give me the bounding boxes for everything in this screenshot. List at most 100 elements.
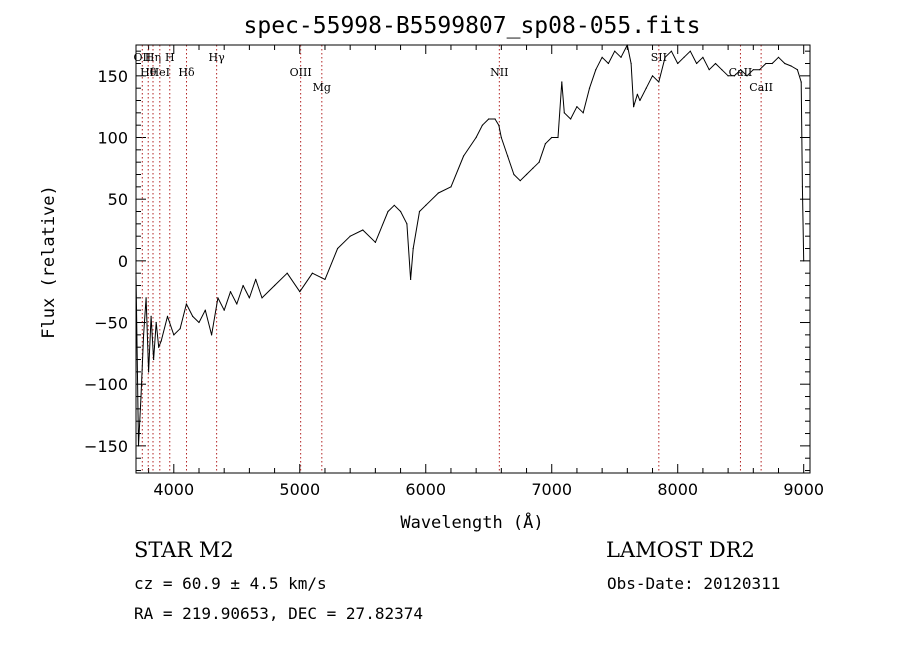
spectrum-point	[601, 56, 603, 58]
y-tick-label: 0	[118, 252, 128, 271]
y-axis-label: Flux (relative)	[39, 185, 59, 339]
spectrum-point	[349, 235, 351, 237]
spectrum-point	[771, 62, 773, 65]
spectrum-point	[784, 62, 786, 65]
spectrum-point	[759, 69, 761, 71]
spectrum-point	[481, 124, 484, 126]
spectrum-point	[210, 334, 213, 336]
spectrum-point	[299, 291, 301, 293]
spectrum-point	[217, 297, 219, 299]
y-tick-label: 100	[97, 129, 128, 148]
spectral-line-label: CaII	[729, 66, 753, 79]
spectrum-point	[223, 309, 225, 311]
spectrum-point	[399, 210, 402, 213]
spectrum-point	[630, 62, 632, 65]
spectrum-point	[362, 229, 364, 231]
spectrum-point	[145, 297, 147, 299]
spectrum-point	[664, 56, 666, 58]
spectrum-point	[803, 260, 805, 262]
spectrum-point	[513, 173, 515, 176]
spectrum-point	[286, 272, 288, 274]
spectrum-point	[607, 62, 610, 65]
x-tick-label: 6000	[405, 480, 446, 499]
spectral-line-label: HeI	[150, 66, 170, 79]
plot-frame	[135, 44, 811, 474]
spectrum-point	[387, 210, 389, 213]
spectrum-point	[173, 334, 175, 336]
spectrum-point	[437, 192, 439, 194]
spectrum-point	[494, 118, 496, 120]
spectrum-point	[229, 291, 232, 293]
spectrum-point	[651, 75, 654, 77]
spectrum-point	[551, 136, 553, 139]
spectrum-point	[450, 186, 452, 188]
spectrum-point	[374, 241, 376, 243]
spectrum-point	[462, 155, 465, 157]
spectrum-point	[532, 167, 534, 169]
spectral-line-label: SII	[651, 51, 667, 64]
spectral-line-label: CaII	[749, 81, 773, 94]
spectrum-point	[185, 303, 187, 305]
spectrum-point	[507, 155, 509, 157]
obs-date-label: Obs-Date: 20120311	[607, 574, 781, 593]
spectrum-point	[236, 303, 238, 305]
spectrum-point	[140, 395, 142, 398]
y-tick-label: −100	[84, 375, 128, 394]
spectrum-point	[538, 161, 540, 163]
x-axis-label: Wavelength (Å)	[400, 511, 543, 533]
spectrum-point	[721, 69, 723, 71]
spectrum-point	[242, 284, 244, 287]
spectrum-point	[727, 75, 729, 77]
spectrum-point	[418, 210, 421, 213]
y-tick-label: 50	[108, 190, 128, 209]
spectrum-point	[683, 56, 685, 58]
spectrum-point	[740, 69, 742, 71]
spectrum-point	[746, 75, 748, 77]
spectrum-point	[406, 223, 408, 225]
spectrum-point	[324, 278, 326, 280]
spectrum-point	[425, 204, 427, 206]
spectrum-point	[677, 62, 679, 65]
spectrum-point	[790, 65, 792, 67]
x-tick-label: 8000	[657, 480, 698, 499]
spectral-line-label: H	[165, 51, 175, 64]
spectrum-point	[557, 136, 559, 139]
spectrum-point	[160, 340, 162, 342]
spectrum-point	[192, 315, 194, 317]
spectrum-point	[525, 173, 528, 176]
object-class-label: STAR M2	[134, 538, 234, 562]
x-tick-label: 4000	[153, 480, 194, 499]
spectrum-point	[689, 50, 691, 52]
spectrum-point	[261, 297, 263, 299]
spectrum-point	[150, 315, 152, 317]
spectrum-point	[576, 106, 578, 108]
spectrum-point	[702, 56, 704, 58]
spectrum-point	[248, 297, 250, 299]
spectrum-point	[179, 328, 181, 330]
spectrum-point	[410, 278, 412, 280]
spectrum-point	[801, 186, 804, 188]
spectrum-point	[498, 124, 500, 126]
spectrum-point	[658, 81, 660, 83]
spectrum-point	[412, 247, 414, 250]
spectrum-point	[639, 99, 641, 102]
spectrum-point	[614, 50, 616, 52]
spectrum-point	[137, 445, 140, 447]
y-tick-label: 150	[97, 67, 128, 86]
spectrum-point	[645, 87, 647, 89]
spectral-line-label: Mg	[313, 81, 331, 94]
spectrum-point	[777, 56, 780, 58]
spectrum-point	[311, 272, 313, 274]
spectral-line-label: Hγ	[209, 51, 226, 64]
spectrum-point	[570, 118, 572, 120]
spectral-line-label: OIII	[290, 66, 312, 79]
spectrum-point	[544, 143, 547, 145]
x-tick-label: 9000	[783, 480, 824, 499]
spectrum-point	[633, 106, 635, 108]
spectrum-point	[752, 69, 754, 71]
spectrum-series-line	[135, 44, 805, 447]
spectrum-point	[166, 315, 169, 317]
y-tick-label: −150	[84, 437, 128, 456]
survey-label: LAMOST DR2	[606, 538, 755, 562]
